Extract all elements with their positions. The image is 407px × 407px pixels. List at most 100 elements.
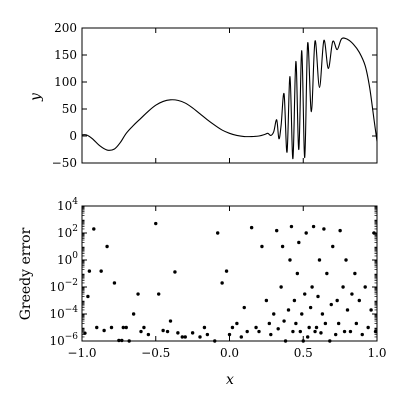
scatter-point: [319, 331, 323, 335]
scatter-point: [242, 305, 246, 310]
scatter-point: [120, 338, 124, 343]
bottom-x-tick-label: −0.5: [141, 346, 170, 360]
scatter-point: [314, 325, 319, 330]
scatter-point: [112, 281, 117, 285]
scatter-point: [198, 335, 202, 339]
scatter-point: [289, 224, 294, 229]
scatter-point: [360, 332, 364, 337]
top-y-tick-label: 150: [54, 48, 77, 62]
scatter-point: [235, 321, 239, 326]
scatter-point: [245, 329, 249, 334]
scatter-point: [139, 329, 143, 334]
scatter-point: [142, 325, 146, 330]
scatter-point: [301, 339, 305, 343]
top-y-tick-label: −50: [52, 156, 77, 170]
scatter-point: [216, 231, 220, 235]
scatter-point: [136, 292, 140, 296]
top-y-axis-label: y: [28, 92, 44, 102]
scatter-point: [294, 321, 298, 326]
scatter-point: [202, 325, 207, 330]
scatter-point: [276, 327, 280, 331]
top-panel: −50 0 50 100 150 200 y: [28, 21, 378, 170]
bottom-y-tick-label: 104: [57, 197, 78, 213]
scatter-point: [254, 325, 258, 330]
scatter-point: [280, 244, 285, 249]
scatter-point: [286, 308, 291, 312]
bottom-y-tick-label: 10−6: [49, 332, 78, 348]
scatter-point: [83, 331, 87, 335]
scatter-point: [86, 294, 90, 299]
top-y-ticks: −50 0 50 100 150 200: [52, 21, 377, 170]
scatter-point: [369, 308, 373, 312]
scatter-point: [366, 325, 370, 330]
scatter-point: [323, 321, 328, 326]
scatter-point: [344, 258, 348, 262]
scatter-point: [341, 285, 345, 289]
x-axis-label: x: [226, 372, 234, 388]
scatter-point: [95, 325, 99, 330]
scatter-point: [373, 329, 378, 334]
scatter-point: [190, 331, 195, 335]
scatter-point: [109, 325, 114, 330]
scatter-point: [372, 231, 376, 235]
scatter-point: [317, 258, 322, 262]
scatter-point: [249, 225, 254, 230]
scatter-point: [311, 224, 316, 229]
scatter-point: [325, 271, 329, 276]
bottom-y-axis-label: Greedy error: [18, 227, 34, 320]
scatter-point: [303, 292, 307, 296]
scatter-point: [288, 258, 292, 262]
scatter-point: [320, 312, 325, 316]
scatter-point: [227, 332, 232, 337]
scatter-point: [205, 332, 210, 337]
scatter-point: [328, 339, 332, 343]
scatter-point: [283, 339, 288, 343]
scatter-point: [363, 285, 367, 289]
bottom-y-tick-label: 100: [57, 251, 78, 267]
scatter-point: [161, 328, 165, 333]
scatter-point: [272, 312, 276, 316]
scatter-point: [357, 298, 361, 303]
scatter-point: [269, 332, 273, 337]
bottom-y-tick-label: 10−4: [49, 305, 78, 321]
bottom-x-tick-label: 0.0: [220, 346, 239, 360]
scatter-point: [264, 298, 269, 303]
scatter-point: [157, 292, 161, 296]
scatter-point: [292, 298, 297, 303]
scatter-point: [348, 329, 353, 334]
top-y-tick-label: 50: [62, 102, 77, 116]
scatter-point: [305, 335, 310, 339]
scatter-point: [239, 335, 243, 339]
scatter-point: [300, 312, 304, 316]
top-x-ticks: [81, 28, 378, 163]
scatter-point: [335, 298, 339, 303]
scatter-point: [354, 321, 359, 326]
scatter-point: [124, 325, 128, 330]
scatter-point: [131, 312, 136, 316]
scatter-point: [154, 221, 158, 226]
scatter-point: [342, 329, 347, 334]
scatter-point: [329, 302, 333, 307]
scatter-point: [127, 339, 131, 343]
scatter-point: [117, 338, 121, 343]
scatter-point: [291, 329, 295, 334]
scatter-point: [146, 332, 151, 337]
scatter-point: [316, 294, 320, 299]
scatter-point: [220, 281, 224, 285]
bottom-x-tick-label: 1.0: [367, 346, 386, 360]
top-y-tick-label: 0: [69, 129, 77, 143]
scatter-point: [224, 269, 229, 273]
bottom-x-tick-label: −1.0: [67, 346, 96, 360]
scatter-point: [267, 321, 272, 326]
scatter-point: [297, 240, 301, 245]
scatter-point: [176, 331, 180, 335]
scatter-point: [165, 329, 170, 334]
scatter-point: [213, 339, 217, 343]
scatter-point: [308, 305, 313, 310]
bottom-y-ticks: 10−6 10−4 10−2 100 102 104: [49, 197, 377, 348]
scatter-point: [92, 227, 96, 231]
scatter-point: [168, 319, 173, 323]
scatter-point: [173, 270, 177, 274]
